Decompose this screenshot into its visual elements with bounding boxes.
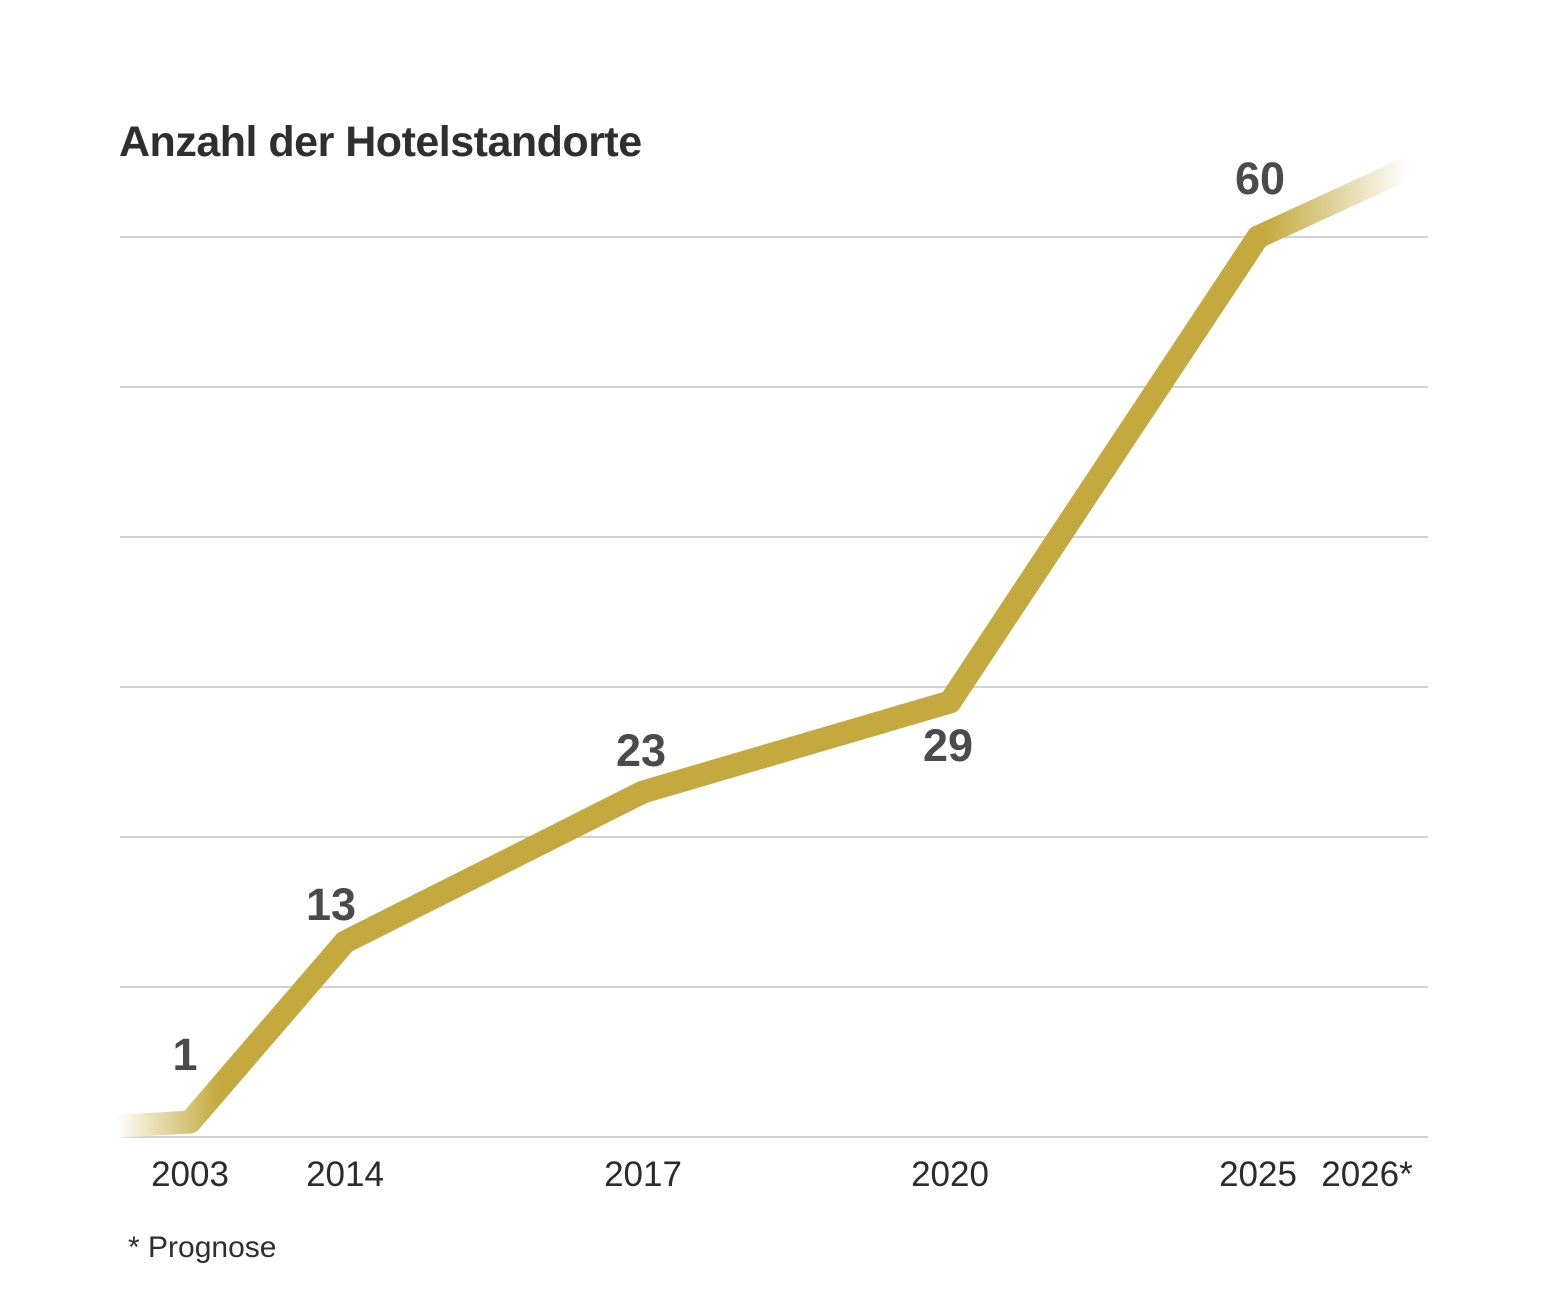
- x-tick-label-2014: 2014: [306, 1155, 384, 1194]
- data-label-2020: 29: [923, 720, 973, 771]
- series-line: [114, 157, 1413, 1138]
- x-tick-label-2020: 2020: [911, 1155, 989, 1194]
- footnote-prognose: * Prognose: [128, 1231, 276, 1264]
- data-label-2014: 13: [306, 879, 356, 930]
- x-tick-label-2026-forecast: 2026*: [1321, 1155, 1413, 1194]
- x-tick-label-2017: 2017: [604, 1155, 682, 1194]
- chart-title: Anzahl der Hotelstandorte: [119, 118, 642, 166]
- data-label-2003: 1: [172, 1029, 197, 1080]
- x-tick-label-2003: 2003: [151, 1155, 229, 1194]
- data-labels: 1 13 23 29 60: [172, 153, 1285, 1080]
- data-label-2017: 23: [616, 725, 666, 776]
- gridlines: [120, 236, 1428, 1138]
- data-label-2025: 60: [1235, 153, 1285, 204]
- x-tick-label-2025: 2025: [1219, 1155, 1297, 1194]
- x-axis-labels: 2003 2014 2017 2020 2025 2026*: [151, 1155, 1413, 1194]
